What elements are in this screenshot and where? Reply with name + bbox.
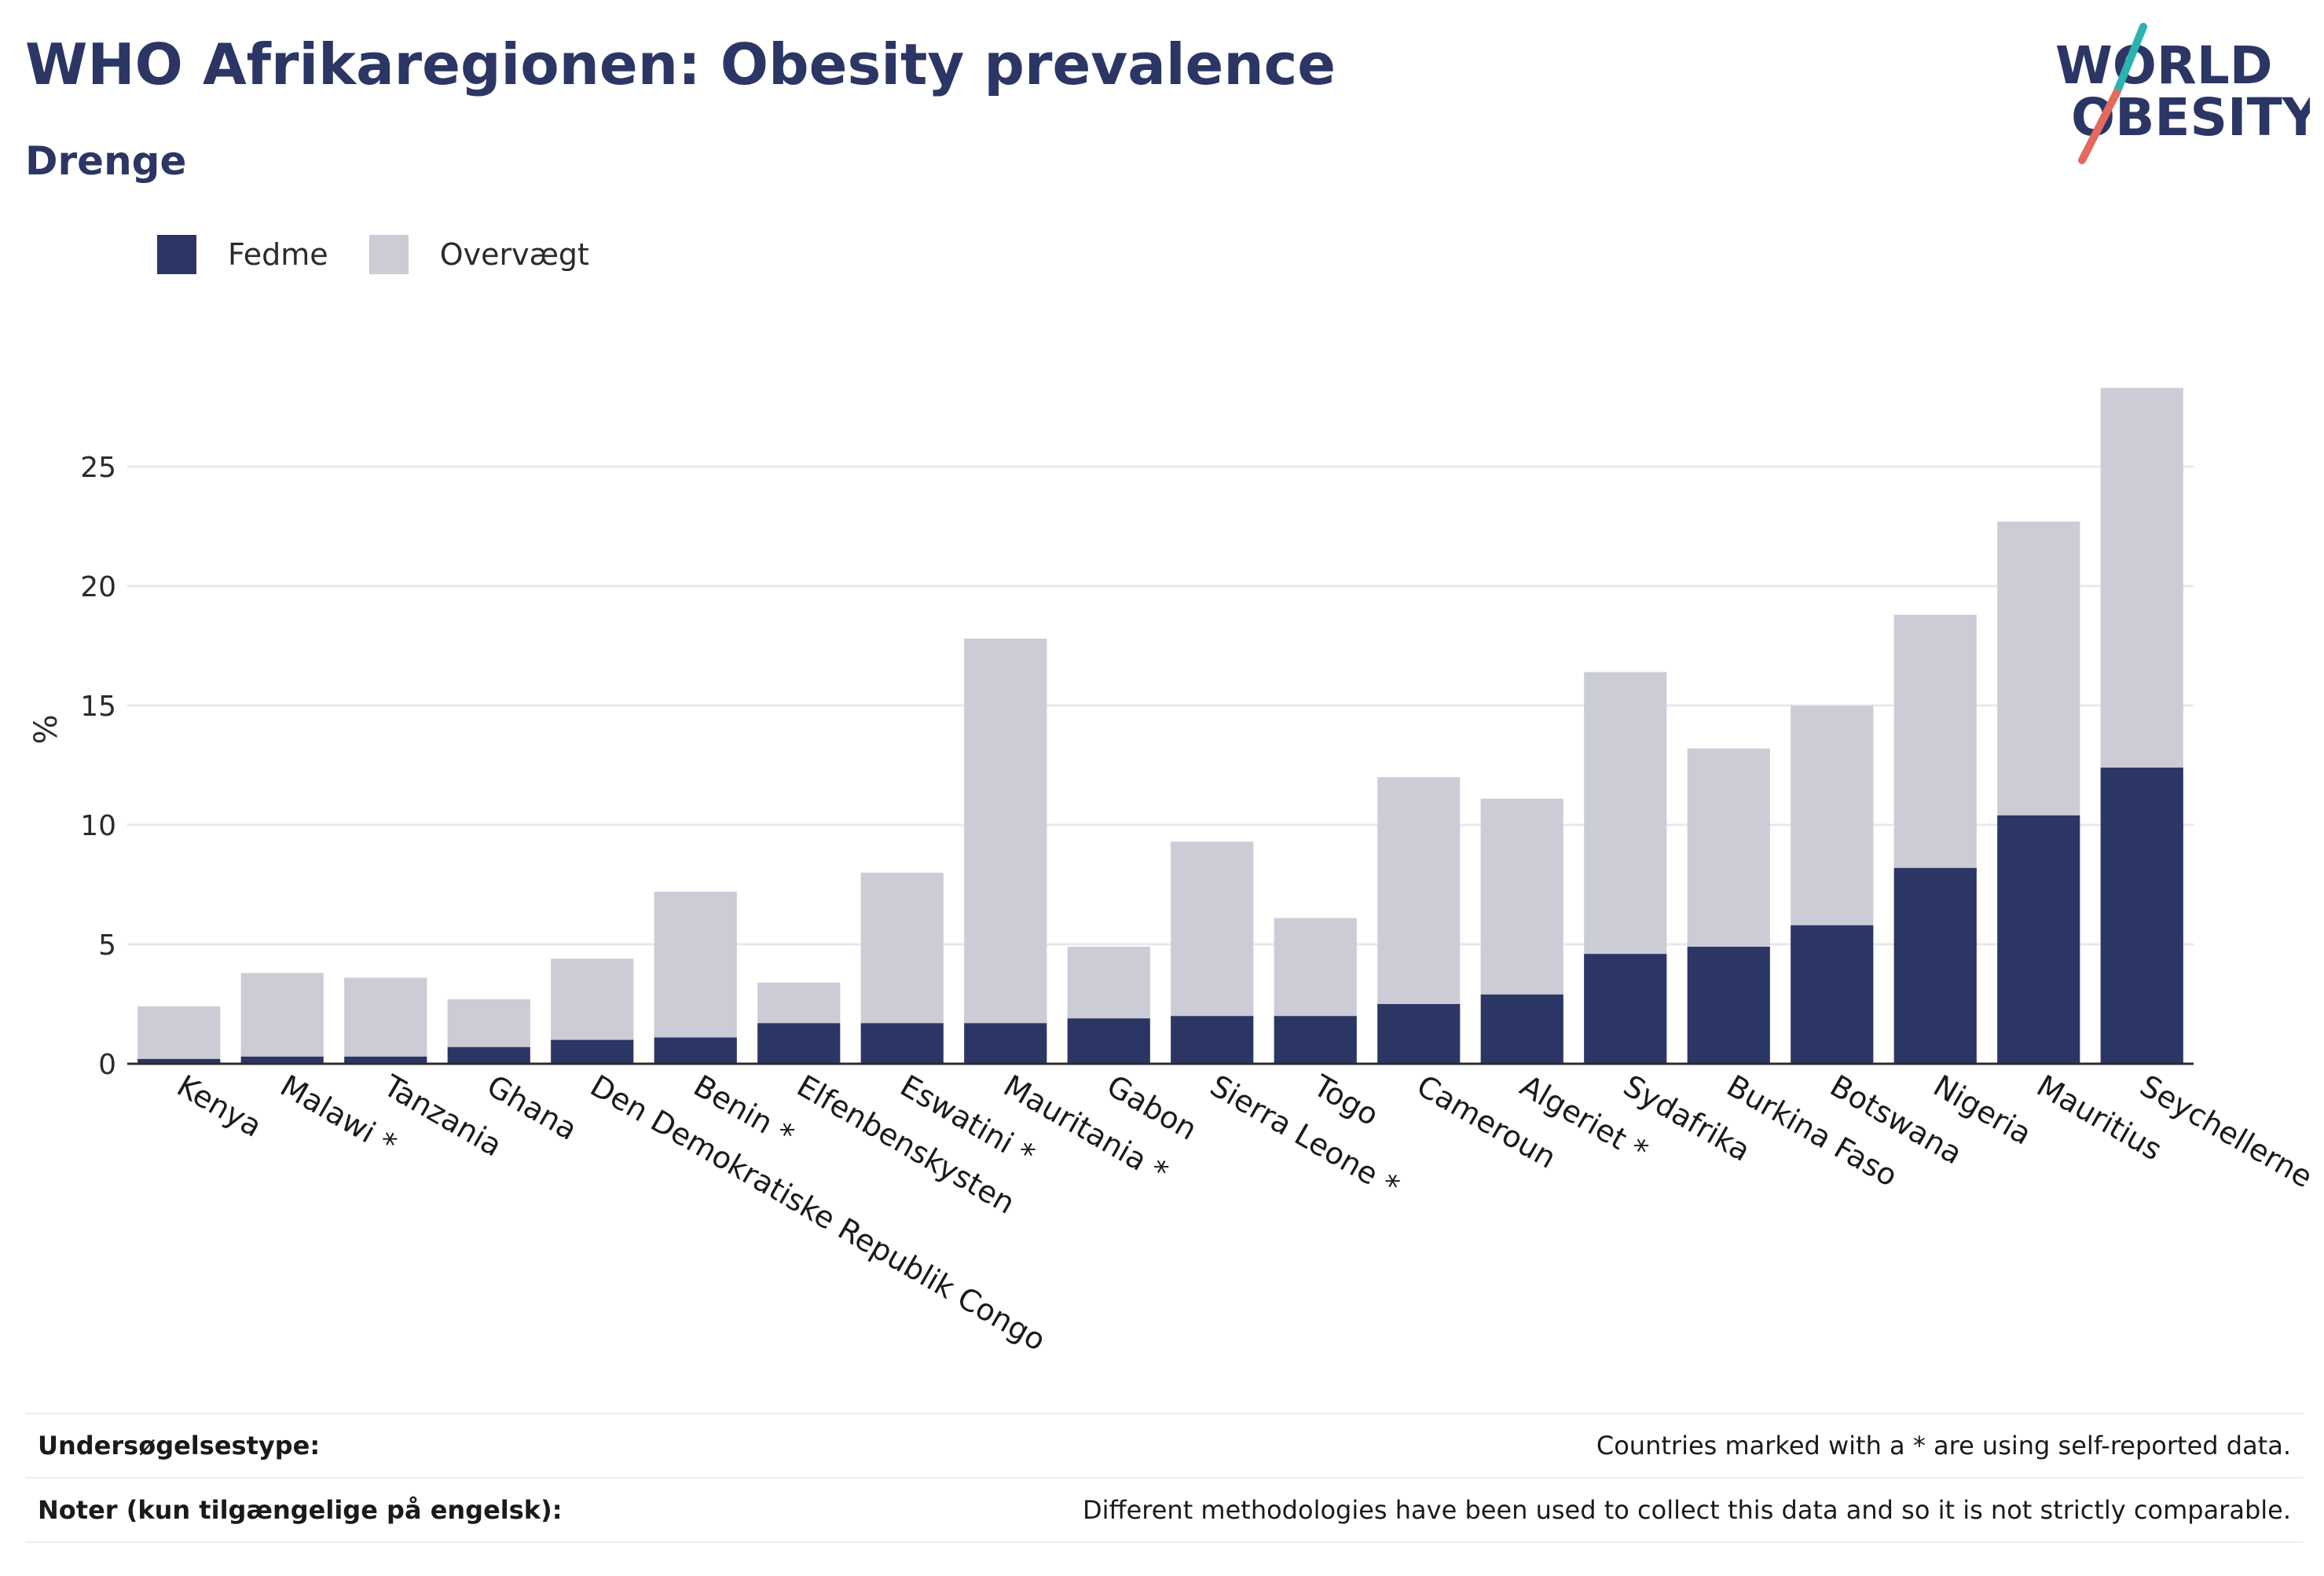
logo-text-world: WORLD xyxy=(2055,35,2273,96)
footer-survey-row: Undersøgelsestype: Countries marked with… xyxy=(25,1413,2304,1477)
y-axis-label: % xyxy=(28,714,64,744)
bar-obesity[interactable] xyxy=(447,1046,530,1064)
y-tick-label: 5 xyxy=(98,929,116,962)
bar-obesity[interactable] xyxy=(757,1023,841,1064)
bar-obesity[interactable] xyxy=(1997,815,2080,1064)
chart-legend: Fedme Overvægt xyxy=(157,231,630,278)
footer-bottom-divider xyxy=(25,1541,2304,1543)
bar-overweight[interactable] xyxy=(1067,947,1150,1019)
bar-overweight[interactable] xyxy=(344,977,427,1057)
bar-obesity[interactable] xyxy=(2100,768,2183,1064)
bar-obesity[interactable] xyxy=(137,1058,221,1064)
y-tick-label: 20 xyxy=(80,571,116,603)
bar-obesity[interactable] xyxy=(240,1056,324,1064)
legend-item-overweight[interactable]: Overvægt xyxy=(368,235,589,274)
bar-overweight[interactable] xyxy=(1480,798,1563,995)
bar-overweight[interactable] xyxy=(1997,521,2080,815)
bar-obesity[interactable] xyxy=(1171,1016,1254,1064)
chart-subtitle: Drenge xyxy=(25,138,187,184)
bar-obesity[interactable] xyxy=(344,1056,427,1064)
x-tick-label: Togo xyxy=(1307,1068,1385,1132)
legend-label-overweight: Overvægt xyxy=(439,237,589,272)
legend-item-obesity[interactable]: Fedme xyxy=(157,235,328,274)
bar-overweight[interactable] xyxy=(1377,777,1461,1004)
bar-overweight[interactable] xyxy=(240,973,324,1057)
bar-overweight[interactable] xyxy=(1791,706,1874,925)
x-tick-label: Malawi * xyxy=(274,1068,402,1162)
bar-overweight[interactable] xyxy=(860,872,944,1024)
world-obesity-logo: WORLD OBESITY xyxy=(2055,23,2310,164)
x-tick-label: Burkina Faso xyxy=(1721,1068,1903,1193)
bar-overweight[interactable] xyxy=(2100,387,2183,768)
legend-label-obesity: Fedme xyxy=(228,237,328,272)
x-tick-label: Kenya xyxy=(171,1068,268,1144)
bar-obesity[interactable] xyxy=(964,1023,1047,1064)
y-tick-label: 15 xyxy=(80,691,116,723)
bar-overweight[interactable] xyxy=(137,1006,221,1059)
footer-notes-value: Different methodologies have been used t… xyxy=(1083,1495,2291,1525)
footer-notes-label: Noter (kun tilgængelige på engelsk): xyxy=(38,1495,563,1525)
bar-overweight[interactable] xyxy=(1274,918,1357,1017)
bar-obesity[interactable] xyxy=(1274,1016,1357,1064)
legend-swatch-obesity xyxy=(157,235,196,274)
bar-obesity[interactable] xyxy=(860,1023,944,1064)
bar-obesity[interactable] xyxy=(1687,947,1770,1064)
bar-overweight[interactable] xyxy=(447,999,530,1047)
y-tick-label: 25 xyxy=(80,452,116,484)
bar-overweight[interactable] xyxy=(1687,748,1770,947)
y-tick-label: 10 xyxy=(80,810,116,842)
bar-obesity[interactable] xyxy=(654,1037,737,1064)
x-tick-label: Tanzania xyxy=(377,1068,508,1163)
bar-overweight[interactable] xyxy=(551,958,634,1040)
footer-survey-value: Countries marked with a * are using self… xyxy=(1596,1431,2291,1461)
footer-survey-label: Undersøgelsestype: xyxy=(38,1431,321,1461)
bar-obesity[interactable] xyxy=(551,1039,634,1064)
logo-slash-coral xyxy=(2078,89,2121,164)
bar-overweight[interactable] xyxy=(654,892,737,1038)
logo-slash-teal xyxy=(2113,23,2147,97)
x-tick-label: Seychellerne xyxy=(2134,1068,2318,1195)
chart-title: WHO Afrikaregionen: Obesity prevalence xyxy=(25,31,1336,97)
bar-overweight[interactable] xyxy=(1584,672,1667,955)
bar-obesity[interactable] xyxy=(1791,925,1874,1064)
footer-notes-row: Noter (kun tilgængelige på engelsk): Dif… xyxy=(25,1477,2304,1541)
x-tick-label: Sierra Leone * xyxy=(1204,1068,1406,1204)
y-tick-label: 0 xyxy=(98,1049,116,1081)
bar-overweight[interactable] xyxy=(1171,841,1254,1017)
legend-swatch-overweight xyxy=(368,235,409,274)
bar-overweight[interactable] xyxy=(757,982,841,1024)
bar-overweight[interactable] xyxy=(1893,614,1977,868)
bar-obesity[interactable] xyxy=(1377,1004,1461,1064)
bar-obesity[interactable] xyxy=(1584,954,1667,1064)
bar-overweight[interactable] xyxy=(964,638,1047,1024)
bar-obesity[interactable] xyxy=(1067,1018,1150,1064)
bar-obesity[interactable] xyxy=(1893,867,1977,1064)
bar-obesity[interactable] xyxy=(1480,994,1563,1064)
